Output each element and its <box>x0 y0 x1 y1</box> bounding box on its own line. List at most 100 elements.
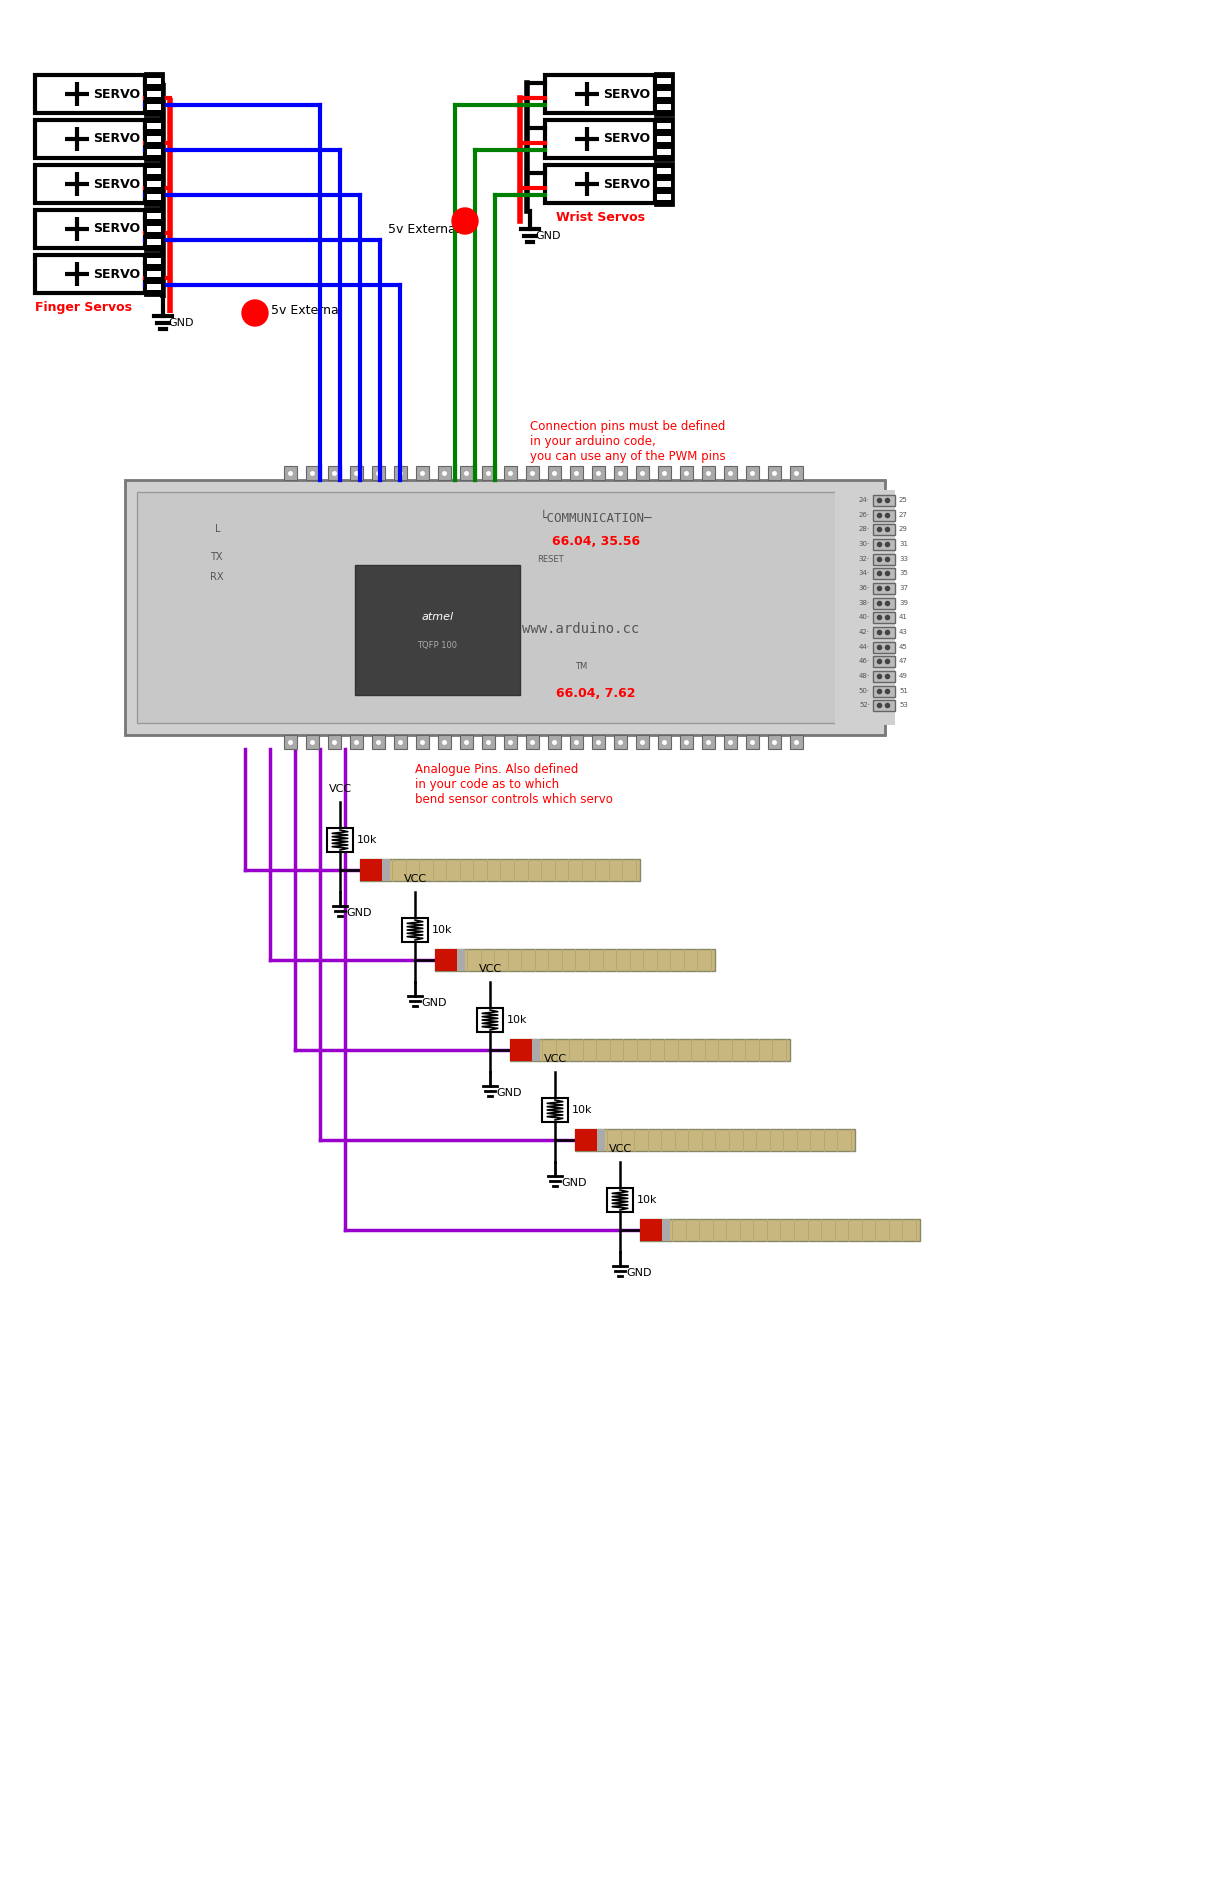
Bar <box>350 466 363 481</box>
Bar <box>394 466 406 481</box>
Bar <box>873 524 895 536</box>
Bar <box>394 736 406 749</box>
Text: 40·: 40· <box>858 615 869 620</box>
Bar <box>402 918 429 941</box>
Bar <box>658 736 670 749</box>
Bar <box>745 736 759 749</box>
Bar <box>145 119 163 160</box>
Bar <box>548 736 561 749</box>
Text: SERVO: SERVO <box>93 223 140 236</box>
Bar <box>438 736 451 749</box>
Bar <box>147 194 161 200</box>
Text: 66.04, 7.62: 66.04, 7.62 <box>556 687 636 700</box>
Bar <box>327 828 352 852</box>
Bar <box>873 568 895 579</box>
Text: SERVO: SERVO <box>603 177 650 190</box>
Bar <box>768 466 781 481</box>
Bar <box>614 736 628 749</box>
Text: TQFP 100: TQFP 100 <box>418 641 458 651</box>
Text: www.arduino.cc: www.arduino.cc <box>522 622 640 636</box>
Bar <box>702 466 715 481</box>
Bar <box>835 490 895 724</box>
Bar <box>147 123 161 130</box>
Text: SERVO: SERVO <box>603 87 650 100</box>
Bar <box>360 858 640 881</box>
Text: 10k: 10k <box>357 835 377 845</box>
Bar <box>36 255 145 292</box>
Bar <box>657 104 670 109</box>
Bar <box>360 858 382 881</box>
Bar <box>438 466 451 481</box>
Bar <box>575 1130 855 1150</box>
Bar <box>655 119 673 160</box>
Text: Wrist Servos: Wrist Servos <box>556 211 645 224</box>
Text: 47: 47 <box>899 658 907 664</box>
Bar <box>460 736 473 749</box>
Text: 28·: 28· <box>858 526 869 532</box>
Text: GND: GND <box>496 1088 522 1098</box>
Text: SERVO: SERVO <box>93 177 140 190</box>
Text: 29: 29 <box>899 526 907 532</box>
Text: Connection pins must be defined
in your arduino code,
you can use any of the PWM: Connection pins must be defined in your … <box>530 421 726 462</box>
Bar <box>873 539 895 551</box>
Bar <box>662 1218 670 1241</box>
Bar <box>570 466 583 481</box>
Text: 66.04, 35.56: 66.04, 35.56 <box>553 536 640 549</box>
Text: Analogue Pins. Also defined
in your code as to which
bend sensor controls which : Analogue Pins. Also defined in your code… <box>415 764 613 805</box>
Bar <box>284 736 297 749</box>
Text: RESET: RESET <box>538 554 564 564</box>
Bar <box>658 466 670 481</box>
Text: 41: 41 <box>899 615 907 620</box>
Bar <box>435 949 715 971</box>
Text: 51: 51 <box>899 688 907 694</box>
Bar <box>548 466 561 481</box>
Bar <box>640 1218 662 1241</box>
Bar <box>655 162 673 206</box>
Bar <box>36 209 145 247</box>
Text: 50·: 50· <box>858 688 869 694</box>
Text: GND: GND <box>421 998 447 1007</box>
Text: 10k: 10k <box>432 924 452 935</box>
Text: 48·: 48· <box>858 673 869 679</box>
Bar <box>745 466 759 481</box>
Text: 52·: 52· <box>860 702 869 709</box>
Bar <box>657 181 670 187</box>
Bar <box>36 121 145 158</box>
Bar <box>790 736 803 749</box>
Bar <box>328 736 341 749</box>
Text: 49: 49 <box>899 673 907 679</box>
Bar <box>125 481 885 736</box>
Bar <box>592 736 605 749</box>
Bar <box>145 74 163 115</box>
Bar <box>372 736 386 749</box>
Text: 46·: 46· <box>858 658 869 664</box>
Bar <box>147 136 161 141</box>
Text: 37: 37 <box>899 585 907 590</box>
Bar <box>416 466 429 481</box>
Bar <box>542 1098 569 1122</box>
Bar <box>147 79 161 85</box>
Text: 10k: 10k <box>637 1196 657 1205</box>
Text: 36·: 36· <box>858 585 869 590</box>
Text: 24·: 24· <box>860 498 869 504</box>
Bar <box>657 123 670 130</box>
Text: └COMMUNICATION─: └COMMUNICATION─ <box>540 511 652 524</box>
Bar <box>873 509 895 521</box>
Text: GND: GND <box>535 230 560 241</box>
Bar <box>575 1130 597 1150</box>
Text: VCC: VCC <box>328 785 351 794</box>
Bar <box>545 164 655 204</box>
Bar <box>680 736 693 749</box>
Bar <box>510 1039 790 1062</box>
Bar <box>636 736 650 749</box>
Bar <box>145 253 163 294</box>
Text: 42·: 42· <box>860 630 869 636</box>
Bar <box>545 75 655 113</box>
Text: 44·: 44· <box>860 643 869 649</box>
Text: 38·: 38· <box>858 600 869 605</box>
Bar <box>607 1188 632 1213</box>
Bar <box>510 1039 532 1062</box>
Bar <box>147 181 161 187</box>
Text: TX: TX <box>210 553 222 562</box>
Bar <box>702 736 715 749</box>
